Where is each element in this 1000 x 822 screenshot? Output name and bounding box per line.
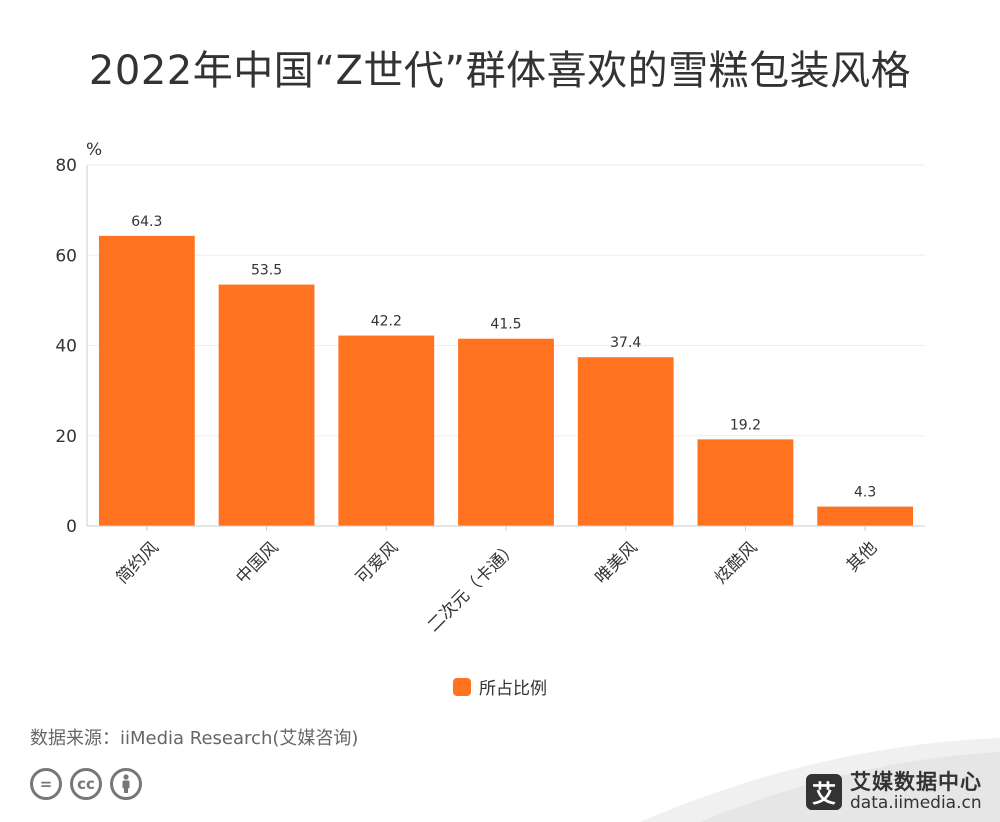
data-label: 42.2 <box>371 314 402 330</box>
brand-block: 艾 艾媒数据中心 data.iimedia.cn <box>806 770 982 814</box>
x-axis: 简约风 中国风 可爱风 二次元（卡通） 唯美风 炫酷风 其他 <box>87 525 925 636</box>
data-label: 37.4 <box>610 335 641 351</box>
license-icons: = cc <box>30 768 142 800</box>
y-tick-label: 0 <box>66 517 77 537</box>
bars <box>98 235 914 526</box>
y-axis-unit: % <box>86 140 102 160</box>
x-tick-label: 唯美风 <box>592 538 642 588</box>
x-tick-label: 其他 <box>843 538 881 576</box>
x-tick-label: 可爱风 <box>352 538 402 588</box>
x-tick-label: 炫酷风 <box>711 538 761 588</box>
bar <box>577 357 674 526</box>
legend: 所占比例 <box>0 674 1000 699</box>
data-label: 64.3 <box>131 214 162 230</box>
legend-swatch <box>453 677 471 696</box>
cc-equal-icon: = <box>30 768 62 800</box>
y-tick-label: 60 <box>55 246 77 266</box>
legend-label: 所占比例 <box>479 679 547 699</box>
bar <box>338 335 435 526</box>
data-label: 19.2 <box>730 417 761 433</box>
brand-url: data.iimedia.cn <box>850 793 982 814</box>
bar <box>458 338 554 526</box>
bar-chart: 0 20 40 60 80 64.3 53.5 42.2 41.5 37.4 19.2 4.3 简约… <box>55 140 925 636</box>
bar <box>817 506 914 526</box>
cc-person-icon <box>110 768 142 800</box>
y-tick-label: 20 <box>55 427 77 447</box>
x-tick-label: 二次元（卡通） <box>424 538 522 636</box>
data-label: 53.5 <box>251 263 282 279</box>
y-axis: 0 20 40 60 80 <box>55 156 88 537</box>
brand-logo: 艾 <box>806 773 842 810</box>
brand-name: 艾媒数据中心 <box>850 770 982 794</box>
y-tick-label: 80 <box>55 156 77 176</box>
cc-logo-icon: cc <box>70 768 102 800</box>
y-tick-label: 40 <box>55 337 77 357</box>
data-label: 4.3 <box>854 485 876 501</box>
bar <box>218 284 315 526</box>
data-label: 41.5 <box>490 317 521 333</box>
chart-title: 2022年中国“Z世代”群体喜欢的雪糕包装风格 <box>88 48 912 94</box>
x-tick-label: 简约风 <box>113 538 163 588</box>
source-note: 数据来源：iiMedia Research(艾媒咨询) <box>30 728 359 749</box>
data-labels: 64.3 53.5 42.2 41.5 37.4 19.2 4.3 <box>131 214 876 501</box>
x-tick-label: 中国风 <box>232 538 282 588</box>
bar <box>697 439 794 526</box>
bar <box>98 235 195 526</box>
